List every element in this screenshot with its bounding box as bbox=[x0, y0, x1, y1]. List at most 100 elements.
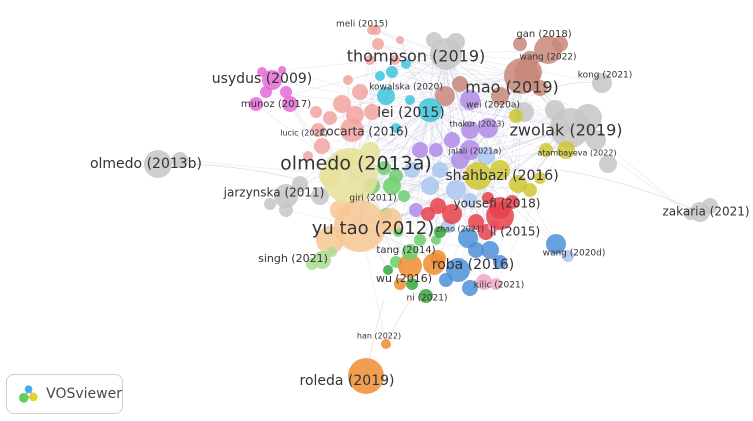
node-usydus-2009[interactable] bbox=[262, 70, 282, 90]
label-han-2022[interactable]: han (2022) bbox=[357, 332, 401, 341]
network-node[interactable] bbox=[394, 278, 406, 290]
node-kowalska-2020[interactable] bbox=[377, 87, 395, 105]
node-shahbazi-2016[interactable] bbox=[464, 162, 492, 190]
node-li-2015[interactable] bbox=[486, 202, 514, 230]
network-node[interactable] bbox=[409, 203, 423, 217]
label-wang-2022[interactable]: wang (2022) bbox=[519, 53, 576, 63]
network-node[interactable] bbox=[430, 198, 446, 214]
network-node[interactable] bbox=[292, 176, 308, 192]
network-node[interactable] bbox=[391, 123, 401, 133]
network-node[interactable] bbox=[311, 187, 329, 205]
node-yu-tao-2012[interactable] bbox=[334, 200, 386, 252]
label-lei-2015[interactable]: lei (2015) bbox=[377, 105, 444, 121]
node-zwolak-2019[interactable] bbox=[550, 108, 590, 148]
network-node[interactable] bbox=[452, 76, 468, 92]
node-han-2022[interactable] bbox=[381, 339, 391, 349]
label-zakaria-2021[interactable]: zakaria (2021) bbox=[662, 205, 749, 219]
network-node[interactable] bbox=[509, 175, 527, 193]
label-shahbazi-2016[interactable]: shahbazi (2016) bbox=[445, 168, 558, 184]
node-thompson-2019[interactable] bbox=[430, 38, 462, 70]
network-node[interactable] bbox=[435, 86, 455, 106]
node-wang-2020d[interactable] bbox=[546, 234, 566, 254]
network-node[interactable] bbox=[451, 151, 469, 169]
network-node[interactable] bbox=[172, 152, 188, 168]
network-node[interactable] bbox=[375, 71, 385, 81]
network-node[interactable] bbox=[249, 97, 263, 111]
network-node[interactable] bbox=[377, 161, 391, 175]
network-node[interactable] bbox=[323, 111, 337, 125]
network-node[interactable] bbox=[539, 143, 553, 157]
network-node[interactable] bbox=[406, 278, 418, 290]
node-cocarta-2016[interactable] bbox=[340, 118, 364, 142]
label-roba-2016[interactable]: roba (2016) bbox=[432, 257, 514, 273]
network-node[interactable] bbox=[534, 172, 546, 184]
network-node[interactable] bbox=[444, 132, 460, 148]
label-thakur-2023[interactable]: thakur (2023) bbox=[450, 120, 505, 129]
label-olmedo-2013a[interactable]: olmedo (2013a) bbox=[280, 153, 432, 175]
network-node[interactable] bbox=[343, 75, 353, 85]
label-cocarta-2016[interactable]: cocarta (2016) bbox=[320, 125, 409, 139]
label-jalali-2021a[interactable]: jalali (2021a) bbox=[448, 147, 502, 156]
label-munoz-2017[interactable]: munoz (2017) bbox=[241, 99, 311, 110]
label-yu-tao-2012[interactable]: yu tao (2012) bbox=[312, 218, 434, 239]
network-node[interactable] bbox=[463, 193, 477, 207]
node-zhao-2021[interactable] bbox=[442, 204, 462, 224]
node-lei-2015[interactable] bbox=[418, 98, 442, 122]
label-jarzynska-2011[interactable]: jarzynska (2011) bbox=[223, 186, 325, 200]
network-node[interactable] bbox=[398, 254, 422, 278]
label-zwolak-2019[interactable]: zwolak (2019) bbox=[509, 121, 622, 140]
network-node[interactable] bbox=[481, 241, 499, 259]
network-node[interactable] bbox=[405, 95, 415, 105]
network-node[interactable] bbox=[421, 177, 439, 195]
label-roleda-2019[interactable]: roleda (2019) bbox=[300, 373, 395, 389]
label-atambayeva-2022[interactable]: atambayeva (2022) bbox=[537, 149, 616, 158]
network-node[interactable] bbox=[264, 198, 276, 210]
node-olmedo-2013b[interactable] bbox=[144, 150, 172, 178]
label-zhao-2021[interactable]: zhao (2021) bbox=[436, 225, 484, 234]
label-ni-2021[interactable]: ni (2021) bbox=[407, 294, 448, 304]
network-node[interactable] bbox=[491, 87, 509, 105]
label-usydus-2009[interactable]: usydus (2009) bbox=[212, 71, 313, 87]
network-node[interactable] bbox=[364, 104, 380, 120]
node-lucic-2022[interactable] bbox=[311, 123, 325, 137]
network-node[interactable] bbox=[401, 59, 411, 69]
node-atambayeva-2022[interactable] bbox=[557, 141, 575, 159]
label-olmedo-2013b[interactable]: olmedo (2013b) bbox=[90, 156, 202, 172]
network-node[interactable] bbox=[421, 207, 435, 221]
network-node[interactable] bbox=[432, 162, 448, 178]
node-mao-2019[interactable] bbox=[504, 58, 540, 94]
node-olmedo-2013a[interactable] bbox=[322, 148, 378, 204]
label-wang-2020d[interactable]: wang (2020d) bbox=[543, 249, 606, 259]
node-ni-2021[interactable] bbox=[419, 289, 433, 303]
network-node[interactable] bbox=[509, 109, 523, 123]
network-node[interactable] bbox=[412, 142, 428, 158]
label-kong-2021[interactable]: kong (2021) bbox=[578, 71, 633, 81]
label-mao-2019[interactable]: mao (2019) bbox=[465, 78, 558, 97]
network-node[interactable] bbox=[278, 66, 286, 74]
label-lucic-2022[interactable]: lucic (2022) bbox=[280, 129, 327, 138]
label-giri-2011[interactable]: giri (2011) bbox=[349, 194, 396, 204]
node-wei-2020a[interactable] bbox=[460, 90, 480, 110]
node-kilic-2021[interactable] bbox=[476, 274, 492, 290]
vosviewer-badge[interactable]: VOSviewer bbox=[6, 374, 123, 414]
network-node[interactable] bbox=[434, 226, 446, 238]
network-node[interactable] bbox=[310, 106, 322, 118]
network-node[interactable] bbox=[513, 37, 527, 51]
label-thompson-2019[interactable]: thompson (2019) bbox=[347, 47, 486, 66]
network-node[interactable] bbox=[396, 36, 404, 44]
network-node[interactable] bbox=[333, 95, 351, 113]
label-tang-2014[interactable]: tang (2014) bbox=[376, 245, 435, 256]
network-node[interactable] bbox=[390, 55, 400, 65]
node-wu-2016[interactable] bbox=[423, 253, 445, 275]
network-node[interactable] bbox=[365, 55, 375, 65]
node-tang-2014[interactable] bbox=[402, 244, 418, 260]
label-gan-2018[interactable]: gan (2018) bbox=[516, 29, 571, 40]
network-node[interactable] bbox=[462, 280, 478, 296]
network-node[interactable] bbox=[398, 190, 410, 202]
network-node[interactable] bbox=[562, 250, 574, 262]
network-node[interactable] bbox=[490, 278, 502, 290]
network-node[interactable] bbox=[599, 155, 617, 173]
network-node[interactable] bbox=[493, 255, 507, 269]
network-node[interactable] bbox=[490, 160, 510, 180]
